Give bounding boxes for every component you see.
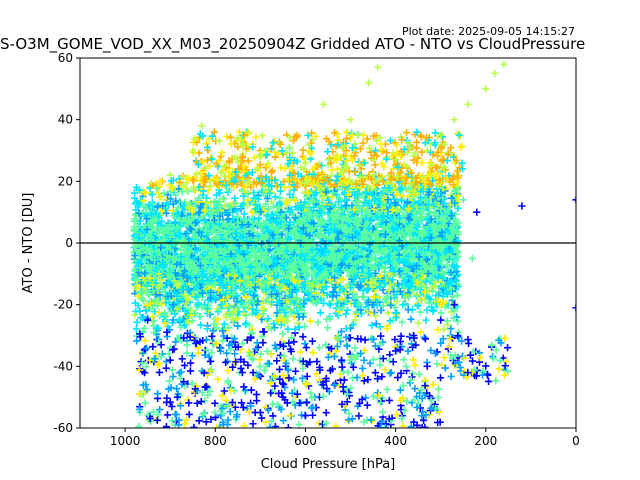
data-point [447,324,455,333]
data-point [290,338,298,346]
data-point [258,178,266,186]
chart-title: S-O3M_GOME_VOD_XX_M03_20250904Z Gridded … [0,35,585,54]
data-point [453,291,461,300]
data-point [333,342,341,351]
data-point [421,288,429,296]
data-point [240,192,248,200]
data-point [284,325,292,333]
data-point [454,317,462,325]
data-point [156,312,164,320]
data-point [391,303,399,311]
data-point [324,324,332,332]
data-point [414,319,422,327]
scatter-layer [130,60,576,428]
data-point [342,310,350,318]
data-point [416,308,424,316]
data-point [422,316,430,324]
data-point [412,292,420,300]
data-point [386,317,394,325]
data-point [260,328,268,336]
data-point [301,322,309,330]
plot-date: Plot date: 2025-09-05 14:15:27 [402,25,575,38]
data-point [370,190,378,199]
data-point [417,328,425,336]
data-point [163,328,171,336]
data-point [360,293,368,301]
data-point [132,325,140,333]
data-point [213,315,222,323]
data-point [216,189,224,197]
data-point [356,306,365,314]
data-point [294,310,302,318]
data-point [220,194,228,202]
data-point [339,275,347,284]
data-point [361,336,369,344]
data-point [454,204,462,212]
data-point [154,324,162,332]
data-point [337,327,345,336]
data-point [164,190,172,199]
data-point [368,321,376,329]
data-point [392,309,400,317]
data-point [267,198,276,206]
data-point [349,288,358,296]
data-point [156,193,164,201]
data-point [149,313,157,321]
data-point [384,309,392,317]
data-point [398,318,406,326]
data-point [432,292,440,300]
data-point [325,300,334,308]
data-point [154,283,162,291]
data-point [449,314,458,322]
data-point [399,301,407,309]
data-point [258,332,266,341]
data-point [257,172,265,180]
data-point [178,188,186,196]
data-point [377,306,385,315]
data-point [162,209,171,217]
data-point [362,303,370,311]
data-point [245,321,254,329]
data-point [182,179,190,187]
data-point [188,317,196,325]
data-point [343,196,351,204]
data-point [133,337,141,345]
data-point [294,319,302,327]
data-point [423,306,431,314]
data-point [132,307,140,316]
